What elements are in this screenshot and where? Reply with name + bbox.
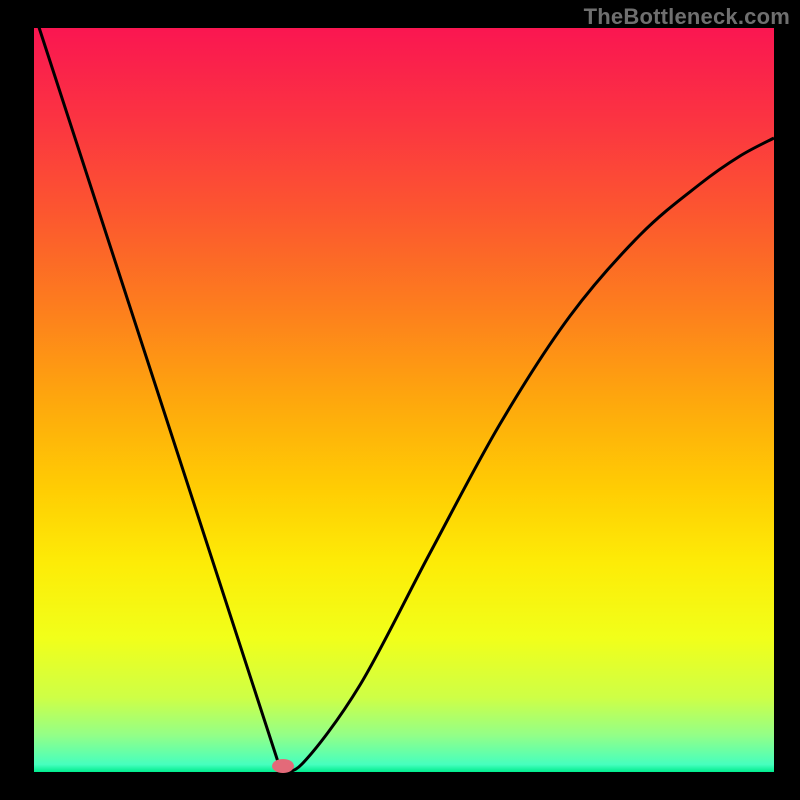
watermark-text: TheBottleneck.com — [584, 4, 790, 30]
curve-minimum-marker — [272, 759, 294, 773]
chart-plot-area — [34, 28, 774, 772]
v-curve-line — [0, 0, 800, 800]
curve-path — [34, 12, 774, 771]
